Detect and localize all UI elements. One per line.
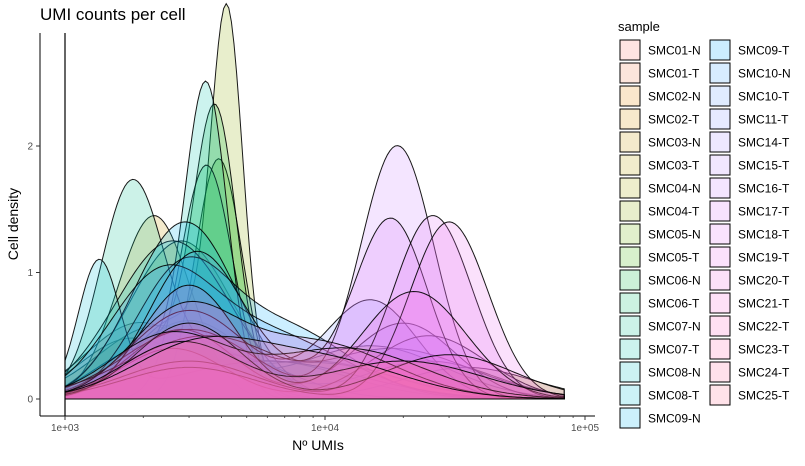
legend-key-smc03-n: [619, 131, 641, 153]
legend-label-smc05-n: SMC05-N: [648, 228, 701, 242]
legend-key-smc22-t: [709, 315, 731, 337]
legend-key-smc04-t: [619, 200, 641, 222]
y-tick-label: 1: [27, 268, 33, 279]
legend-key-smc10-t: [709, 85, 731, 107]
legend-key-smc19-t: [709, 246, 731, 268]
legend-label-smc14-t: SMC14-T: [738, 136, 790, 150]
legend-key-smc02-n: [619, 85, 641, 107]
legend-key-smc05-n: [619, 223, 641, 245]
legend-label-smc22-t: SMC22-T: [738, 320, 790, 334]
legend-label-smc06-n: SMC06-N: [648, 274, 701, 288]
legend-key-smc07-n: [619, 315, 641, 337]
legend-key-smc16-t: [709, 177, 731, 199]
legend-key-smc07-t: [619, 338, 641, 360]
legend-label-smc09-n: SMC09-N: [648, 412, 701, 426]
legend-label-smc02-n: SMC02-N: [648, 90, 701, 104]
x-tick-label: 1e+04: [311, 423, 340, 434]
chart-title: UMI counts per cell: [40, 5, 186, 24]
legend-key-smc06-t: [619, 292, 641, 314]
legend-key-smc25-t: [709, 384, 731, 406]
legend-label-smc10-t: SMC10-T: [738, 90, 790, 104]
density-curve-smc10-n: [64, 264, 565, 400]
legend-key-smc08-t: [619, 384, 641, 406]
legend-label-smc03-n: SMC03-N: [648, 136, 701, 150]
legend-label-smc01-t: SMC01-T: [648, 67, 700, 81]
legend-label-smc07-t: SMC07-T: [648, 343, 700, 357]
legend-label-smc18-t: SMC18-T: [738, 228, 790, 242]
legend-label-smc08-t: SMC08-T: [648, 389, 700, 403]
legend-key-smc05-t: [619, 246, 641, 268]
legend-label-smc03-t: SMC03-T: [648, 159, 700, 173]
legend-key-smc06-n: [619, 269, 641, 291]
legend-label-smc25-t: SMC25-T: [738, 389, 790, 403]
legend-label-smc04-t: SMC04-T: [648, 205, 700, 219]
density-curve-smc20-t: [64, 284, 565, 400]
legend-key-smc17-t: [709, 200, 731, 222]
legend-label-smc08-n: SMC08-N: [648, 366, 701, 380]
density-curve-smc24-t: [64, 340, 565, 400]
legend-key-smc02-t: [619, 108, 641, 130]
legend-label-smc15-t: SMC15-T: [738, 159, 790, 173]
legend-key-smc10-n: [709, 62, 731, 84]
legend-key-smc01-n: [619, 39, 641, 61]
legend-label-smc10-n: SMC10-N: [738, 67, 791, 81]
legend-key-smc11-t: [709, 108, 731, 130]
legend-key-smc14-t: [709, 131, 731, 153]
legend-key-smc04-n: [619, 177, 641, 199]
density-curves: [64, 2, 565, 400]
density-curve-smc18-t: [64, 215, 565, 400]
density-curve-smc10-t: [64, 250, 565, 400]
density-curve-smc23-t: [64, 330, 565, 400]
legend-label-smc07-n: SMC07-N: [648, 320, 701, 334]
legend-label-smc24-t: SMC24-T: [738, 366, 790, 380]
y-tick-label: 2: [27, 142, 33, 153]
legend-label-smc02-t: SMC02-T: [648, 113, 700, 127]
legend-label-smc21-t: SMC21-T: [738, 297, 790, 311]
legend-key-smc03-t: [619, 154, 641, 176]
legend-key-smc01-t: [619, 62, 641, 84]
legend-key-smc15-t: [709, 154, 731, 176]
x-tick-label: 1e+03: [51, 423, 80, 434]
legend-key-smc09-n: [619, 407, 641, 429]
density-curve-smc16-t: [64, 145, 565, 400]
density-curve-smc25-t: [64, 335, 565, 400]
legend-label-smc16-t: SMC16-T: [738, 182, 790, 196]
y-axis-title: Cell density: [5, 188, 21, 260]
legend-label-smc20-t: SMC20-T: [738, 274, 790, 288]
legend-label-smc05-t: SMC05-T: [648, 251, 700, 265]
legend-key-smc24-t: [709, 361, 731, 383]
legend-label-smc11-t: SMC11-T: [738, 113, 789, 127]
y-tick-label: 0: [27, 395, 33, 406]
legend-key-smc09-t: [709, 39, 731, 61]
density-curve-smc09-t: [64, 256, 565, 400]
legend-key-smc18-t: [709, 223, 731, 245]
legend: SMC01-N SMC01-T SMC02-N SMC02-T SMC03-N SMC03…: [619, 39, 791, 429]
x-axis-title: Nº UMIs: [292, 437, 344, 453]
axes: 1e+03 1e+04 1e+05 0 1 2: [27, 33, 599, 434]
legend-label-smc17-t: SMC17-T: [738, 205, 790, 219]
legend-key-smc23-t: [709, 338, 731, 360]
legend-key-smc20-t: [709, 269, 731, 291]
legend-label-smc09-t: SMC09-T: [738, 44, 790, 58]
legend-label-smc23-t: SMC23-T: [738, 343, 790, 357]
legend-key-smc08-n: [619, 361, 641, 383]
legend-label-smc04-n: SMC04-N: [648, 182, 701, 196]
legend-label-smc19-t: SMC19-T: [738, 251, 790, 265]
legend-title: sample: [618, 19, 660, 34]
legend-label-smc01-n: SMC01-N: [648, 44, 701, 58]
legend-label-smc06-t: SMC06-T: [648, 297, 700, 311]
legend-key-smc21-t: [709, 292, 731, 314]
x-tick-label: 1e+05: [571, 423, 600, 434]
